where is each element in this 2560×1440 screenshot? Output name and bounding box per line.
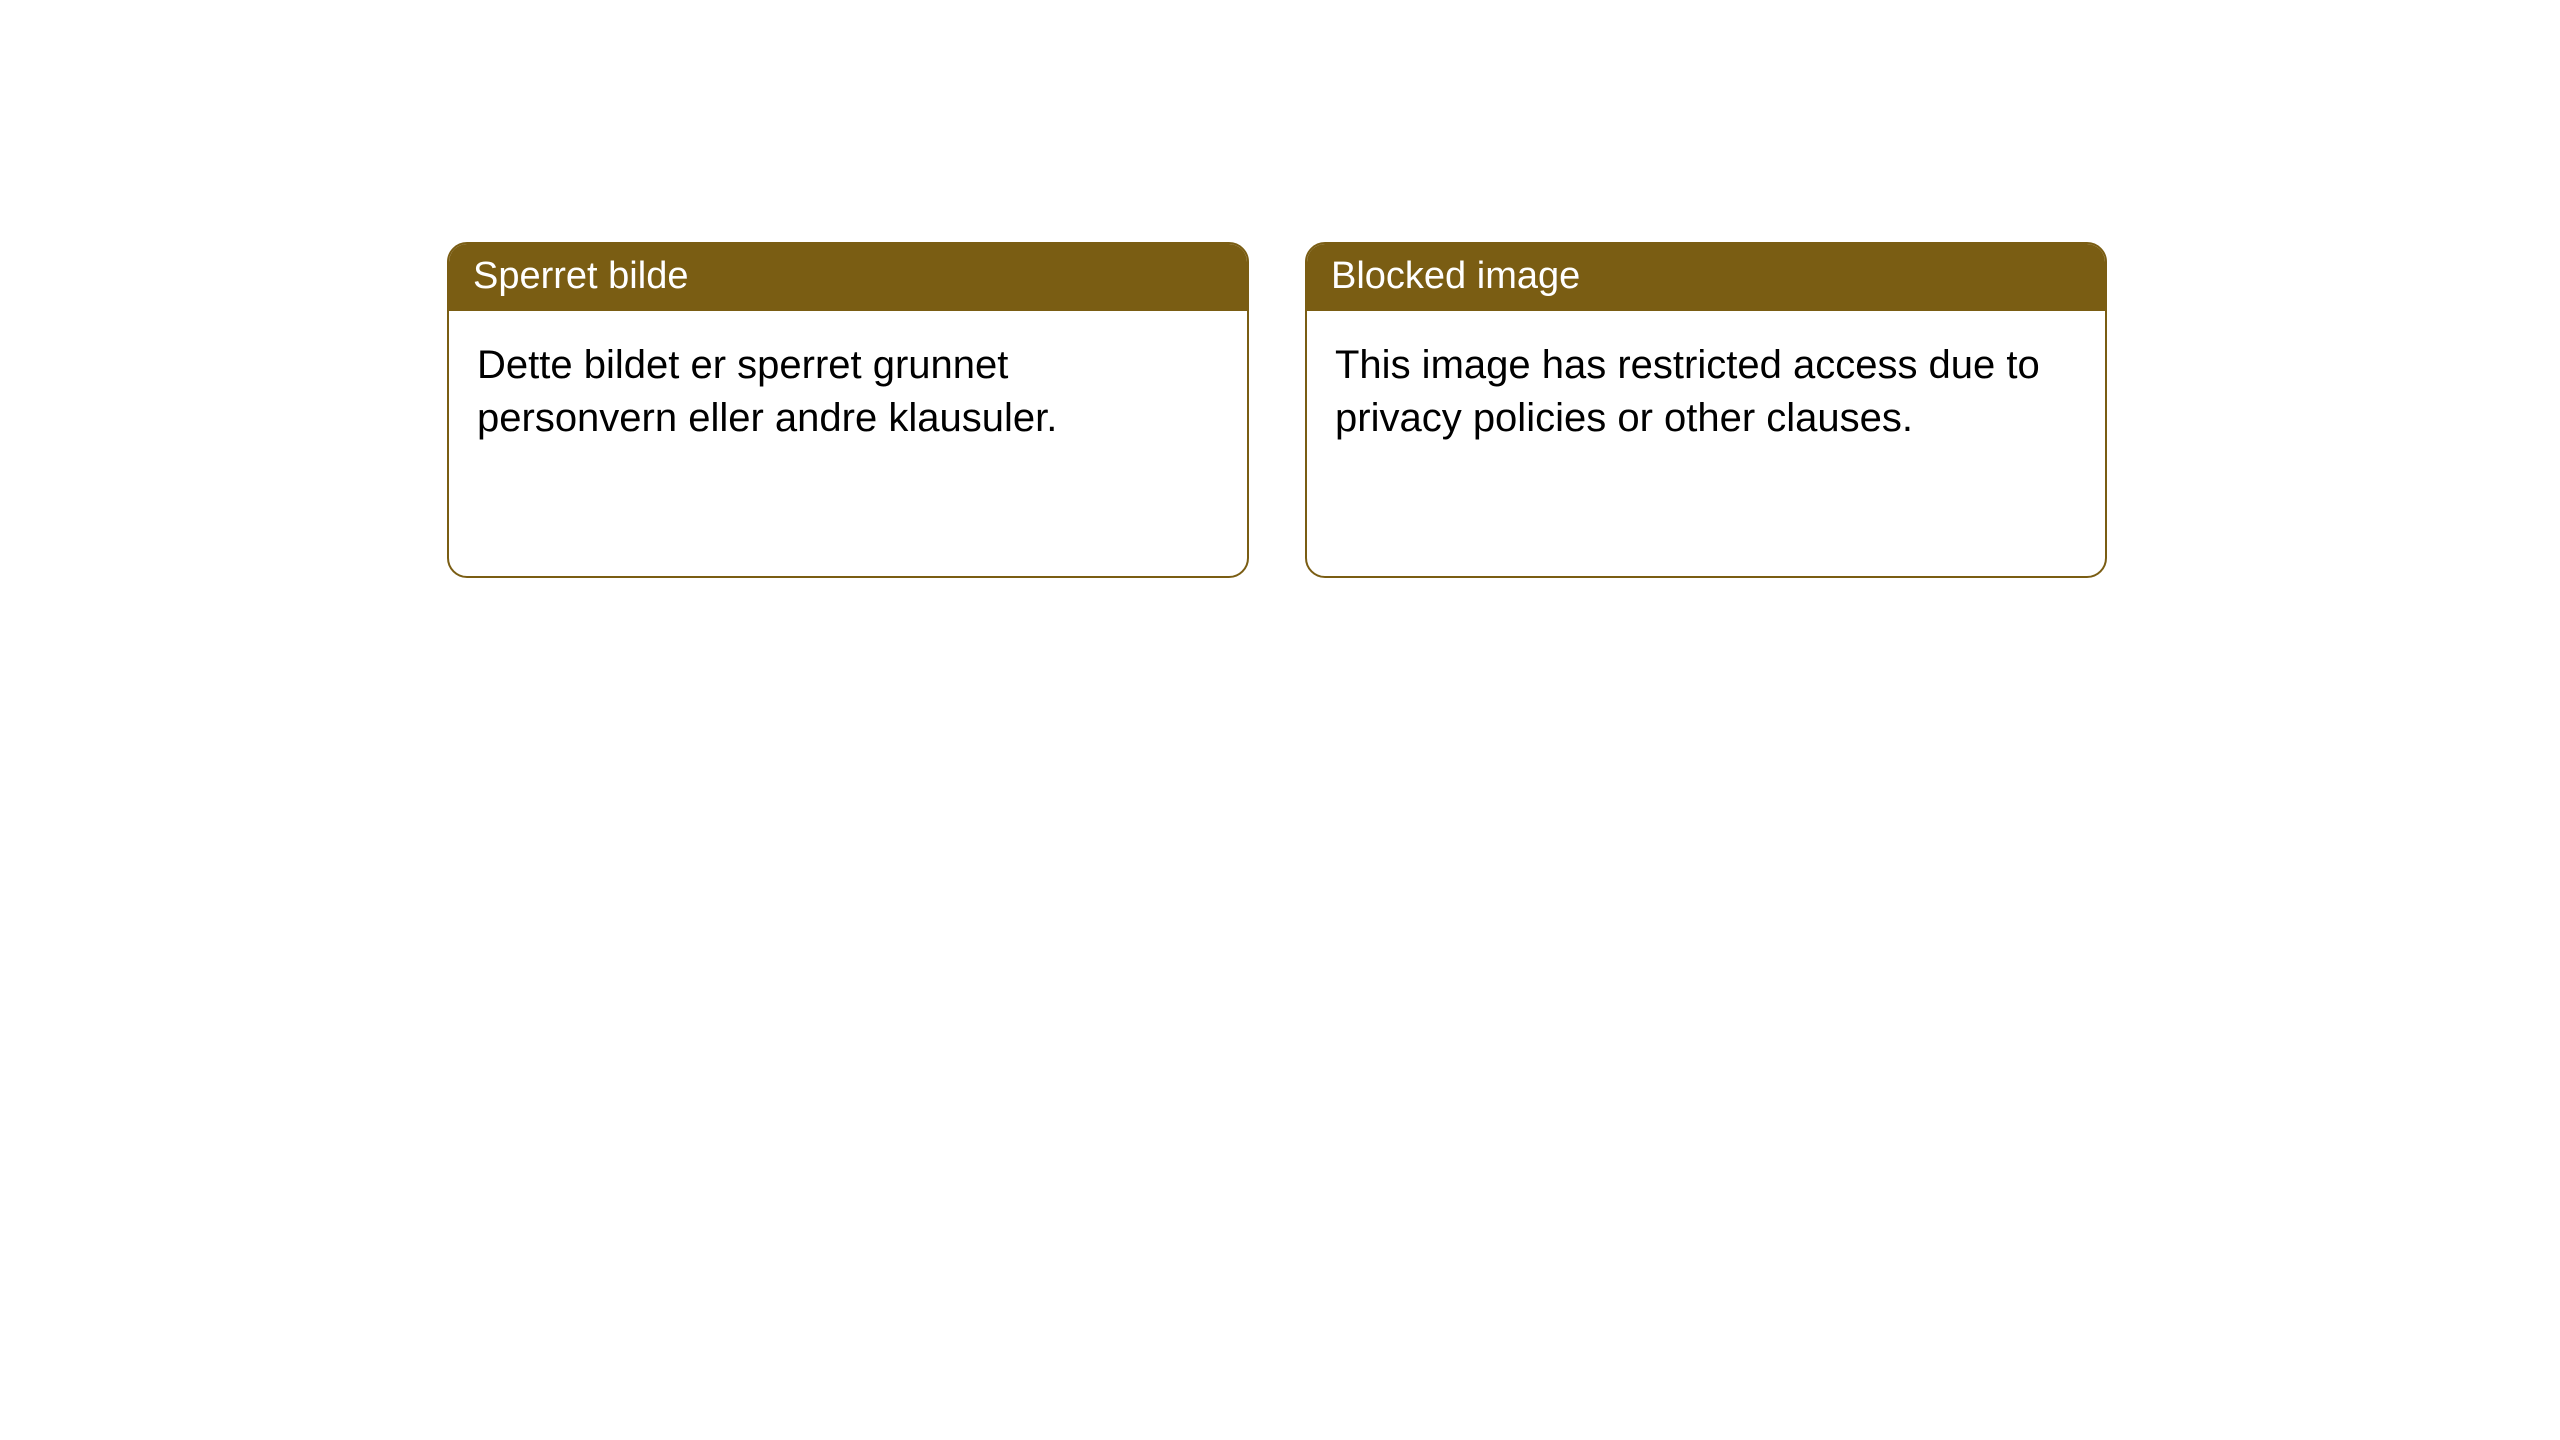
notice-body-english: This image has restricted access due to … bbox=[1307, 311, 2105, 473]
notice-container: Sperret bilde Dette bildet er sperret gr… bbox=[447, 242, 2107, 578]
notice-card-english: Blocked image This image has restricted … bbox=[1305, 242, 2107, 578]
notice-header-english: Blocked image bbox=[1307, 244, 2105, 311]
notice-header-norwegian: Sperret bilde bbox=[449, 244, 1247, 311]
notice-card-norwegian: Sperret bilde Dette bildet er sperret gr… bbox=[447, 242, 1249, 578]
notice-body-norwegian: Dette bildet er sperret grunnet personve… bbox=[449, 311, 1247, 473]
